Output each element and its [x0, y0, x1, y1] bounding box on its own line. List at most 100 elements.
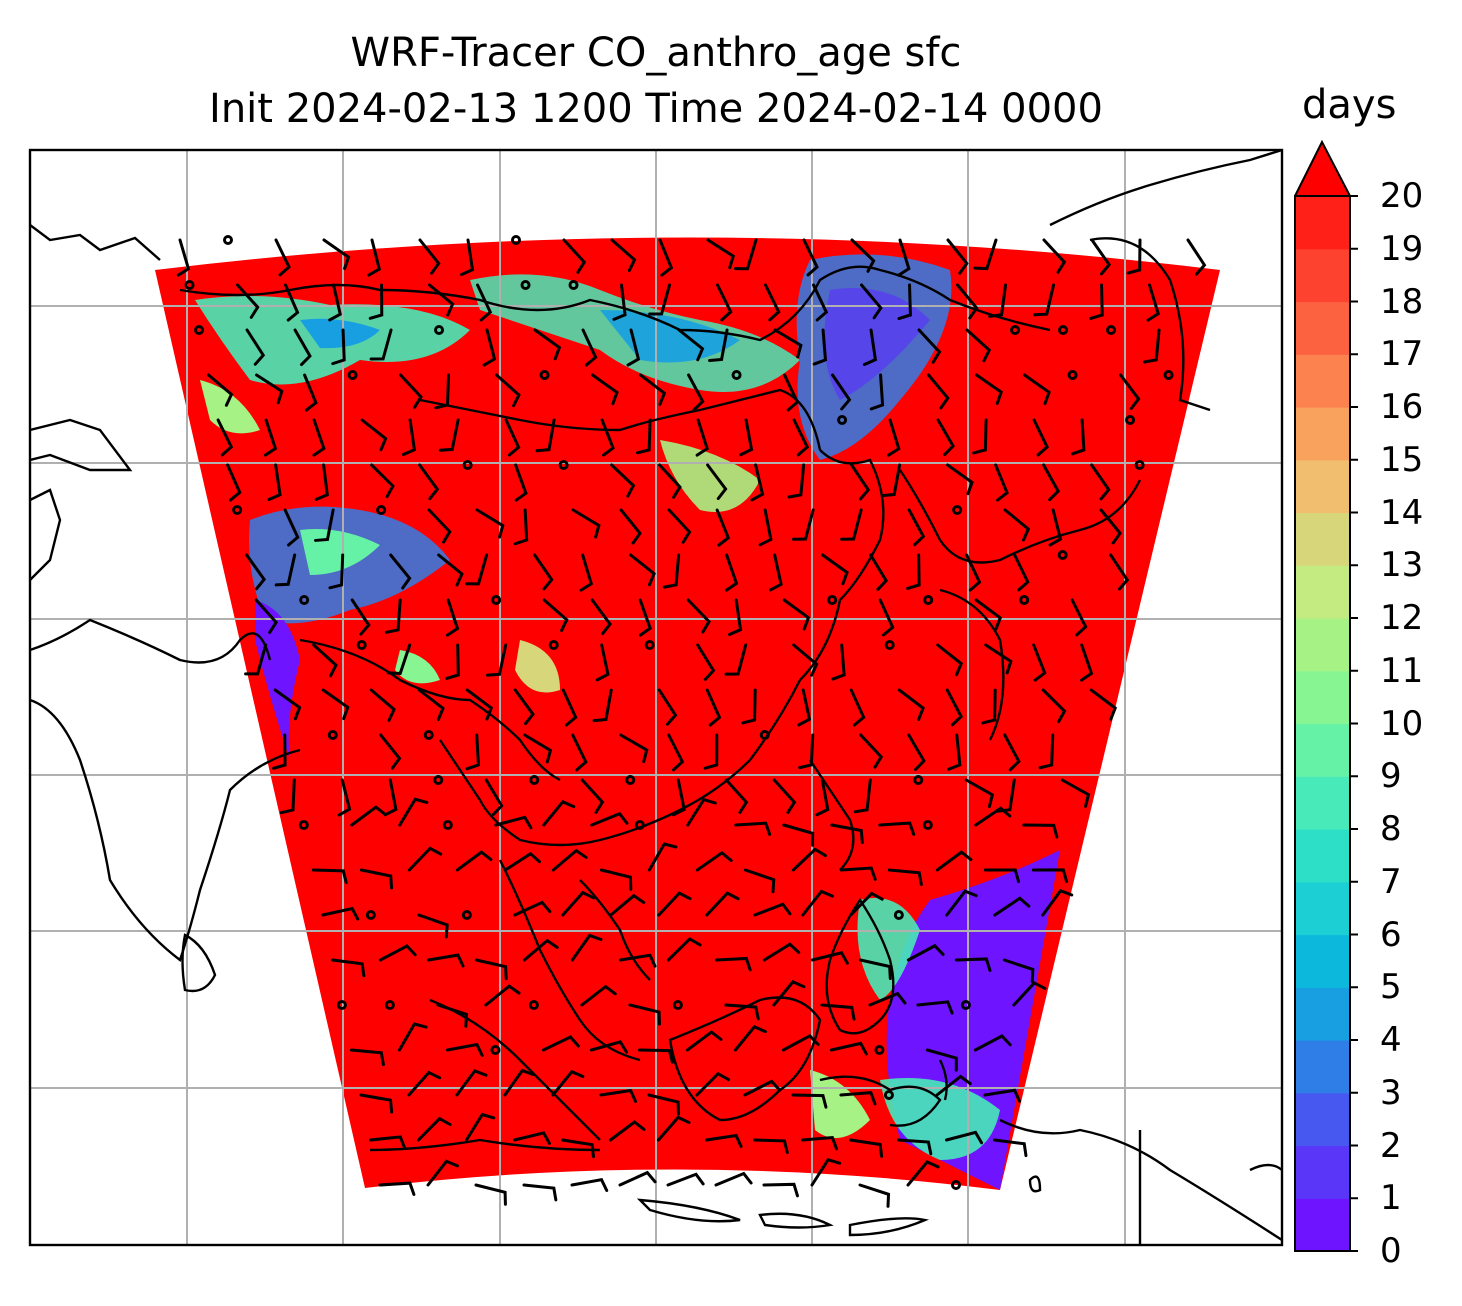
wind-barb — [994, 463, 1009, 502]
wind-barb — [715, 508, 731, 547]
wind-barb — [656, 1115, 691, 1142]
colorbar-band — [1295, 1092, 1350, 1147]
colorbar-tick-label: 0 — [1380, 1231, 1402, 1271]
wind-barbs — [176, 235, 1207, 1208]
wind-barb — [946, 463, 974, 496]
wind-barb — [407, 1070, 442, 1097]
wind-barb — [245, 328, 266, 366]
wind-barb — [369, 328, 393, 361]
calm-wind-marker — [376, 505, 387, 515]
wind-barb — [533, 553, 554, 591]
wind-barb — [965, 328, 992, 363]
wind-barb — [812, 283, 829, 322]
wind-barb — [983, 1088, 1022, 1103]
calm-wind-marker — [672, 1000, 683, 1010]
wind-barb — [437, 553, 464, 587]
wind-barb — [714, 956, 752, 972]
colorbar-band — [1295, 301, 1350, 355]
wind-barb — [1033, 283, 1056, 317]
wind-barb — [417, 688, 445, 721]
wind-barb — [312, 643, 338, 678]
calm-wind-marker — [731, 370, 742, 380]
calm-wind-marker — [491, 595, 502, 605]
wind-barb — [418, 238, 441, 275]
wind-barb — [541, 1035, 580, 1052]
wind-barb — [359, 1093, 394, 1114]
wind-barb — [378, 944, 417, 962]
patch-tibet-core — [300, 318, 380, 349]
wind-barb — [303, 373, 318, 412]
calm-wind-marker — [960, 1000, 971, 1010]
wind-barb — [935, 850, 973, 872]
wind-barb — [973, 1034, 1012, 1052]
wind-barb — [648, 283, 672, 316]
wind-barb — [407, 846, 443, 872]
wind-barb — [619, 508, 642, 545]
wind-barb — [284, 283, 300, 322]
calm-wind-marker — [922, 820, 933, 830]
wind-barb — [791, 847, 827, 872]
wind-barb — [436, 1003, 468, 1028]
wind-barb — [484, 984, 521, 1007]
wind-barb — [965, 553, 982, 592]
colorbar-band — [1295, 354, 1350, 408]
wind-barb — [945, 688, 964, 727]
wind-barb — [522, 1183, 558, 1202]
wind-barb — [360, 418, 388, 452]
colorbar-tick-label: 17 — [1380, 334, 1424, 375]
wind-barb — [945, 889, 978, 917]
wind-barb — [725, 553, 739, 592]
wind-barb — [1090, 238, 1112, 276]
wind-barb — [176, 238, 191, 277]
wind-barb — [667, 733, 685, 772]
wind-barb — [810, 1157, 842, 1187]
wind-barb — [695, 1071, 731, 1097]
wind-barb — [839, 1091, 877, 1106]
wind-barb — [330, 958, 366, 978]
wind-barb — [428, 283, 455, 317]
wind-barb — [686, 797, 717, 827]
wind-barb — [504, 418, 521, 457]
wind-barb — [724, 1003, 760, 1021]
wind-barb — [571, 733, 588, 772]
patch-bengal-edge — [255, 600, 300, 760]
calm-wind-marker — [520, 280, 531, 290]
map-axes-frame — [28, 148, 1284, 1247]
colorbar-tick-label: 10 — [1380, 703, 1424, 744]
wind-barb — [401, 418, 417, 457]
colorbar-band — [1295, 618, 1350, 672]
wind-barb — [801, 889, 834, 917]
wind-barb — [608, 1120, 646, 1142]
wind-barb — [859, 733, 884, 769]
calm-wind-marker — [759, 730, 770, 740]
wind-barb — [739, 418, 754, 457]
calm-wind-marker — [893, 910, 904, 920]
wind-barb — [1038, 733, 1055, 770]
wind-barb — [590, 811, 629, 827]
wind-barb — [839, 866, 877, 881]
wind-barb — [733, 1024, 767, 1052]
calm-wind-marker — [1125, 415, 1136, 425]
wind-barb — [426, 953, 465, 968]
wind-barb — [797, 688, 812, 727]
wind-barb — [1032, 418, 1049, 457]
wind-barb — [274, 238, 291, 277]
wind-barb — [974, 806, 1012, 827]
wind-barb — [887, 868, 923, 887]
wind-barb — [639, 373, 667, 406]
wind-barb — [590, 598, 612, 636]
wind-barb — [743, 1079, 782, 1097]
colorbar-band — [1295, 512, 1350, 566]
wind-barb — [862, 328, 878, 367]
wind-barb — [386, 643, 412, 676]
wind-barb — [418, 463, 440, 501]
wind-barb — [599, 868, 633, 891]
colorbar-band — [1295, 670, 1350, 725]
wind-barb — [666, 937, 702, 962]
wind-barb — [798, 733, 815, 770]
wind-barb — [658, 238, 674, 277]
calm-wind-marker — [625, 775, 636, 785]
calm-wind-marker — [913, 775, 924, 785]
wind-barb — [695, 418, 709, 457]
wind-barb — [1109, 553, 1130, 591]
